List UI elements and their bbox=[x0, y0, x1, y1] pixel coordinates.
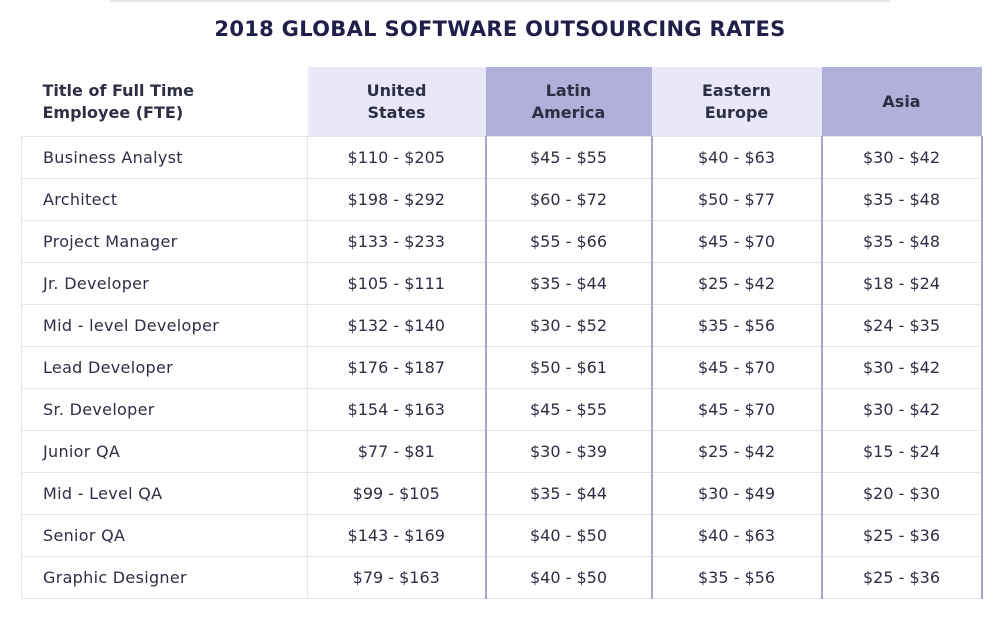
job-title-cell: Junior QA bbox=[21, 430, 308, 473]
job-title-cell: Lead Developer bbox=[21, 346, 308, 389]
rate-cell-eastern-europe: $40 - $63 bbox=[651, 514, 823, 557]
rate-cell-eastern-europe: $25 - $42 bbox=[651, 430, 823, 473]
rate-cell-united-states: $133 - $233 bbox=[307, 220, 487, 263]
header-line: Europe bbox=[704, 102, 769, 122]
rate-cell-latin-america: $50 - $61 bbox=[484, 346, 653, 389]
rate-cell-united-states: $154 - $163 bbox=[307, 388, 487, 431]
rate-cell-asia: $24 - $35 bbox=[820, 304, 983, 347]
table-row: Senior QA $143 - $169 $40 - $50 $40 - $63 $2… bbox=[21, 514, 983, 557]
header-line: Asia bbox=[882, 91, 921, 111]
rate-cell-eastern-europe: $35 - $56 bbox=[651, 304, 823, 347]
table-row: Jr. Developer $105 - $111 $35 - $44 $25 - $… bbox=[21, 262, 983, 305]
header-line: America bbox=[531, 102, 606, 122]
rate-cell-united-states: $105 - $111 bbox=[307, 262, 487, 305]
rate-cell-latin-america: $60 - $72 bbox=[484, 178, 653, 221]
header-line: States bbox=[367, 102, 426, 122]
rate-cell-asia: $20 - $30 bbox=[820, 472, 983, 515]
rate-cell-asia: $30 - $42 bbox=[820, 346, 983, 389]
rate-cell-latin-america: $40 - $50 bbox=[484, 556, 653, 599]
header-line: United bbox=[366, 80, 427, 100]
header-line: Title of Full Time bbox=[42, 80, 194, 100]
rate-cell-latin-america: $30 - $39 bbox=[484, 430, 653, 473]
rate-cell-latin-america: $35 - $44 bbox=[484, 262, 653, 305]
job-title-cell: Business Analyst bbox=[21, 136, 308, 179]
rate-cell-eastern-europe: $45 - $70 bbox=[651, 388, 823, 431]
table-header-row: Title of Full Time Employee (FTE) United… bbox=[21, 67, 982, 137]
rate-cell-asia: $25 - $36 bbox=[820, 514, 983, 557]
job-title-cell: Mid - Level QA bbox=[21, 472, 308, 515]
rate-cell-latin-america: $55 - $66 bbox=[484, 220, 653, 263]
job-title-cell: Architect bbox=[21, 178, 308, 221]
table-row: Mid - Level QA $99 - $105 $35 - $44 $30 - $… bbox=[21, 472, 983, 515]
header-latin-america: Latin America bbox=[485, 67, 652, 137]
job-title-cell: Senior QA bbox=[21, 514, 308, 557]
header-united-states: United States bbox=[307, 67, 486, 137]
rate-cell-asia: $25 - $36 bbox=[820, 556, 983, 599]
header-line: Employee (FTE) bbox=[42, 102, 184, 122]
rates-table: Title of Full Time Employee (FTE) United… bbox=[21, 67, 983, 599]
rate-cell-asia: $30 - $42 bbox=[820, 136, 983, 179]
job-title-cell: Mid - level Developer bbox=[21, 304, 308, 347]
rate-cell-united-states: $79 - $163 bbox=[307, 556, 487, 599]
rate-cell-united-states: $143 - $169 bbox=[307, 514, 487, 557]
rate-cell-eastern-europe: $45 - $70 bbox=[651, 220, 823, 263]
rate-cell-united-states: $132 - $140 bbox=[307, 304, 487, 347]
header-asia: Asia bbox=[821, 67, 982, 137]
table-row: Architect $198 - $292 $60 - $72 $50 - $77 $3… bbox=[21, 178, 983, 221]
table-row: Sr. Developer $154 - $163 $45 - $55 $45 - $… bbox=[21, 388, 983, 431]
job-title-cell: Graphic Designer bbox=[21, 556, 308, 599]
table-row: Junior QA $77 - $81 $30 - $39 $25 - $42 $15 … bbox=[21, 430, 983, 473]
rate-cell-latin-america: $45 - $55 bbox=[484, 388, 653, 431]
rate-cell-united-states: $99 - $105 bbox=[307, 472, 487, 515]
table-row: Graphic Designer $79 - $163 $40 - $50 $35 -… bbox=[21, 556, 983, 599]
rate-cell-eastern-europe: $40 - $63 bbox=[651, 136, 823, 179]
rate-cell-eastern-europe: $50 - $77 bbox=[651, 178, 823, 221]
rate-cell-latin-america: $35 - $44 bbox=[484, 472, 653, 515]
page-title: 2018 GLOBAL SOFTWARE OUTSOURCING RATES bbox=[214, 17, 786, 41]
rate-cell-eastern-europe: $25 - $42 bbox=[651, 262, 823, 305]
rate-cell-eastern-europe: $30 - $49 bbox=[651, 472, 823, 515]
rate-cell-united-states: $110 - $205 bbox=[307, 136, 487, 179]
job-title-cell: Sr. Developer bbox=[21, 388, 308, 431]
rate-cell-asia: $30 - $42 bbox=[820, 388, 983, 431]
top-divider bbox=[110, 0, 890, 2]
table-row: Business Analyst $110 - $205 $45 - $55 $40 … bbox=[21, 136, 983, 179]
rate-cell-latin-america: $40 - $50 bbox=[484, 514, 653, 557]
header-line: Latin bbox=[545, 80, 592, 100]
table-row: Lead Developer $176 - $187 $50 - $61 $45 - … bbox=[21, 346, 983, 389]
rate-cell-asia: $35 - $48 bbox=[820, 178, 983, 221]
job-title-cell: Project Manager bbox=[21, 220, 308, 263]
rate-cell-united-states: $176 - $187 bbox=[307, 346, 487, 389]
table-row: Mid - level Developer $132 - $140 $30 - $5… bbox=[21, 304, 983, 347]
rate-cell-asia: $18 - $24 bbox=[820, 262, 983, 305]
table-row: Project Manager $133 - $233 $55 - $66 $45 -… bbox=[21, 220, 983, 263]
rate-cell-eastern-europe: $45 - $70 bbox=[651, 346, 823, 389]
rate-cell-asia: $35 - $48 bbox=[820, 220, 983, 263]
rate-cell-united-states: $77 - $81 bbox=[307, 430, 487, 473]
header-line: Eastern bbox=[701, 80, 772, 100]
job-title-cell: Jr. Developer bbox=[21, 262, 308, 305]
rate-cell-united-states: $198 - $292 bbox=[307, 178, 487, 221]
rate-cell-latin-america: $45 - $55 bbox=[484, 136, 653, 179]
header-eastern-europe: Eastern Europe bbox=[651, 67, 822, 137]
rate-cell-eastern-europe: $35 - $56 bbox=[651, 556, 823, 599]
header-job-title: Title of Full Time Employee (FTE) bbox=[21, 67, 308, 137]
rate-cell-latin-america: $30 - $52 bbox=[484, 304, 653, 347]
rate-cell-asia: $15 - $24 bbox=[820, 430, 983, 473]
